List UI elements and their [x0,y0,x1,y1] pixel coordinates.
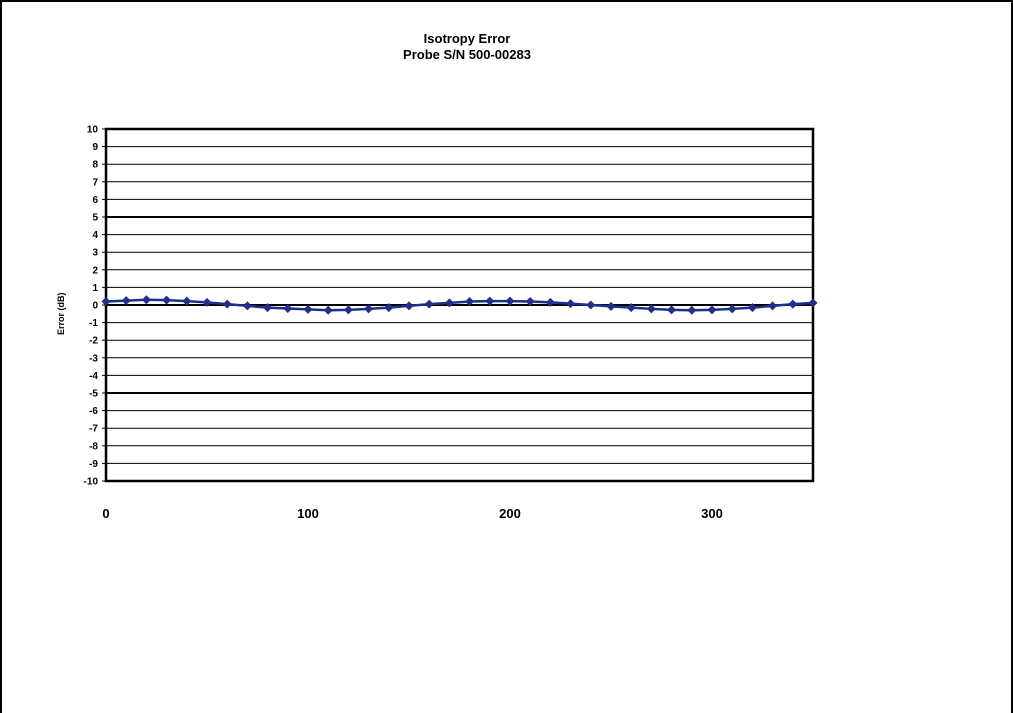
y-tick-label: 10 [87,125,99,136]
data-point-marker [465,296,475,306]
data-point-marker [768,301,778,311]
x-tick-label: 0 [102,506,109,521]
y-tick-label: -7 [89,424,98,435]
data-point-marker [343,305,353,315]
y-tick-label: -9 [89,459,98,470]
series-layer [101,295,818,315]
chart-subtitle: Probe S/N 500-00283 [403,47,531,62]
data-point-marker [263,303,273,313]
data-point-marker [162,295,172,305]
y-tick-label: -10 [84,477,99,488]
y-tick-label: 7 [92,177,98,188]
y-tick-label: -3 [89,353,98,364]
data-point-marker [626,303,636,313]
y-tick-label: -8 [89,441,98,452]
data-point-marker [586,300,596,310]
data-point-marker [525,296,535,306]
data-point-marker [545,297,555,307]
x-tick-label: 200 [499,506,521,521]
data-point-marker [808,298,818,308]
grid-layer [106,128,813,482]
data-point-marker [101,296,111,306]
data-point-marker [646,304,656,314]
y-tick-label: 5 [92,213,98,224]
y-tick-label: -5 [89,389,98,400]
y-tick-label: -1 [89,318,98,329]
y-tick-label: 3 [92,248,98,259]
data-point-marker [606,301,616,311]
data-point-marker [404,301,414,311]
y-tick-label: 1 [92,283,98,294]
data-point-marker [747,303,757,313]
y-tick-label: 4 [92,230,98,241]
x-tick-label: 300 [701,506,723,521]
data-point-marker [303,304,313,314]
y-tick-label: -2 [89,336,98,347]
data-point-marker [242,301,252,311]
y-tick-label: 8 [92,160,98,171]
y-tick-label: 9 [92,142,98,153]
data-point-marker [384,303,394,313]
data-point-marker [283,304,293,314]
y-tick-label: 0 [92,301,98,312]
data-point-marker [667,305,677,315]
data-point-marker [222,299,232,309]
data-point-marker [727,304,737,314]
data-point-marker [182,296,192,306]
y-tick-label: -4 [89,371,98,382]
data-point-marker [788,299,798,309]
data-point-marker [505,296,515,306]
chart-title: Isotropy Error [424,31,511,46]
data-point-marker [364,304,374,314]
x-tick-label: 100 [297,506,319,521]
y-tick-label: 6 [92,195,98,206]
data-point-marker [707,305,717,315]
data-point-marker [687,305,697,315]
data-point-marker [485,296,495,306]
data-point-marker [202,297,212,307]
data-point-marker [323,305,333,315]
data-point-marker [566,299,576,309]
x-tick-labels: 0 100 200 300 [102,506,722,521]
y-axis-label: Error (dB) [56,293,66,336]
data-point-marker [121,296,131,306]
data-point-marker [141,295,151,305]
y-tick-label: 2 [92,265,98,276]
y-tick-label: -6 [89,406,98,417]
data-point-marker [444,298,454,308]
data-point-marker [424,299,434,309]
